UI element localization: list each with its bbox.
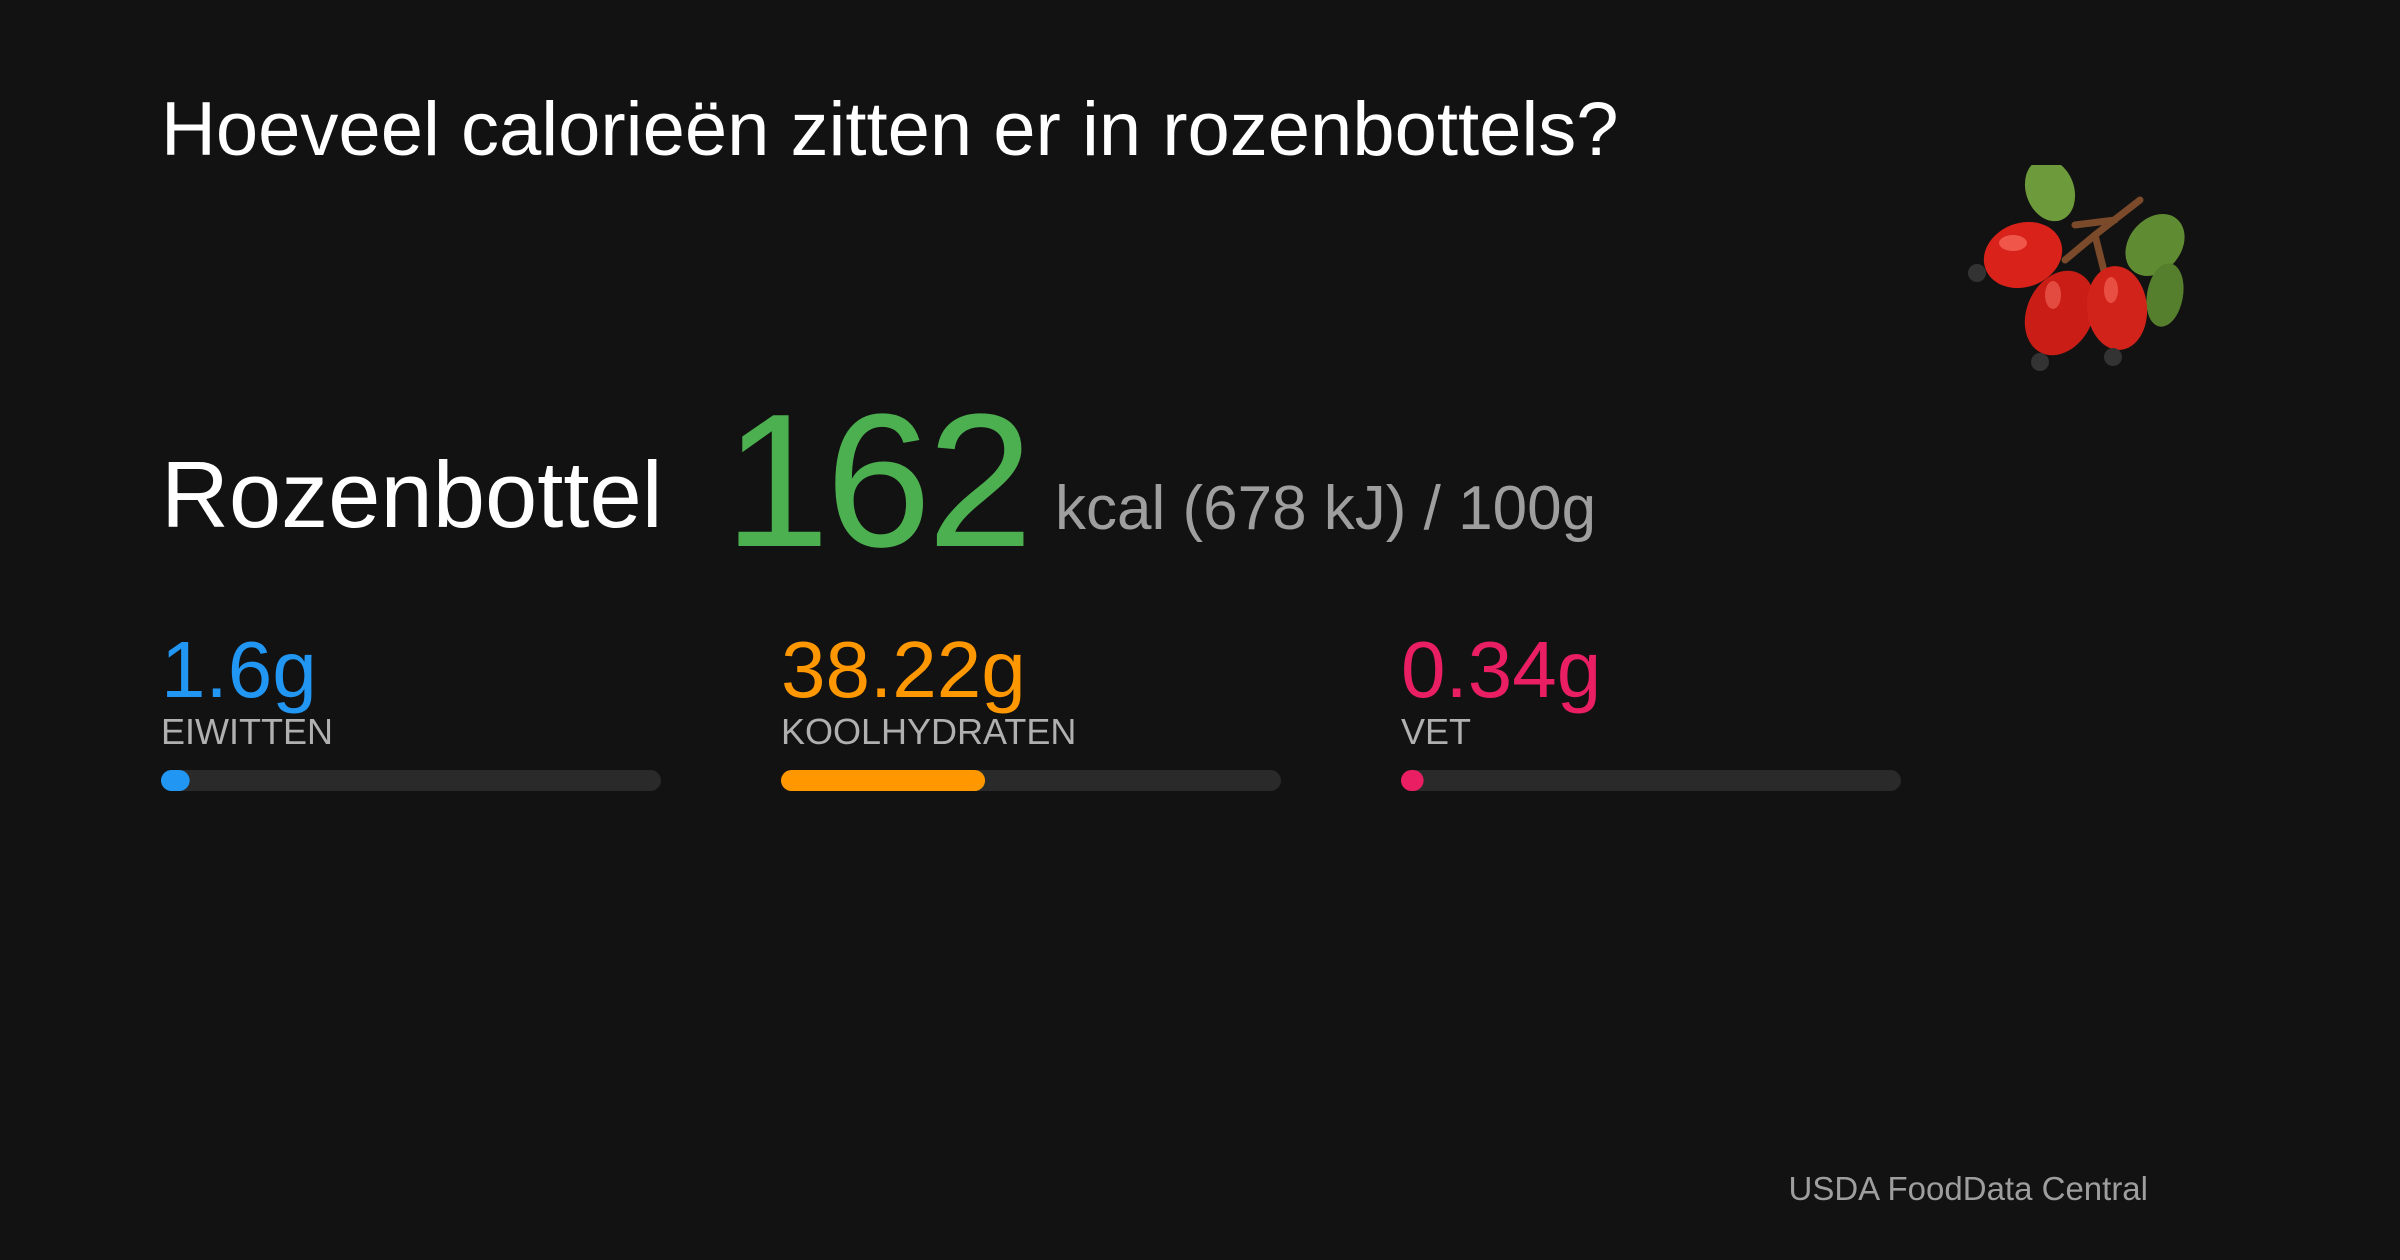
macro-value: 1.6g — [161, 625, 317, 714]
macro-value: 0.34g — [1401, 625, 1602, 714]
macro: 38.22g KOOLHYDRATEN — [781, 630, 1281, 791]
title: Hoeveel calorieën zitten er in rozenbott… — [161, 87, 1619, 172]
macro-name: VET — [1401, 711, 1472, 752]
macro: 0.34g VET — [1401, 630, 1901, 791]
calorie-unit: kcal (678 kJ) / 100g — [1055, 474, 1597, 543]
macro: 1.6g EIWITTEN — [161, 630, 661, 791]
macro-bar — [1401, 770, 1901, 791]
macro-bar — [781, 770, 1281, 791]
food-name: Rozenbottel — [161, 442, 663, 547]
macro-value: 38.22g — [781, 625, 1026, 714]
macro-name: EIWITTEN — [161, 711, 333, 752]
rosehip-image — [1968, 165, 2185, 371]
bar-track — [161, 770, 661, 791]
macro-bar — [161, 770, 661, 791]
bar-track — [1401, 770, 1901, 791]
calories: 162 — [724, 375, 1033, 587]
macro-name: KOOLHYDRATEN — [781, 711, 1077, 752]
source: USDA FoodData Central — [1788, 1170, 2148, 1207]
